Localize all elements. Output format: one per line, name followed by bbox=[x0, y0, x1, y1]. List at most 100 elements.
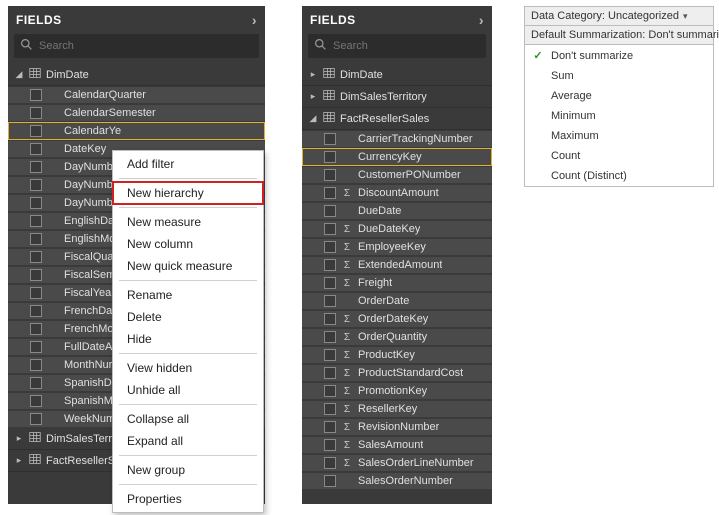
field-checkbox[interactable] bbox=[324, 367, 336, 379]
collapse-triangle-icon[interactable]: ◢ bbox=[308, 113, 318, 124]
field-checkbox[interactable] bbox=[324, 313, 336, 325]
context-menu-item[interactable]: Add filter bbox=[113, 153, 263, 175]
context-menu-item[interactable]: New column bbox=[113, 233, 263, 255]
field-checkbox[interactable] bbox=[324, 457, 336, 469]
context-menu-item[interactable]: New group bbox=[113, 459, 263, 481]
default-summarization-dropdown[interactable]: Default Summarization: Don't summarize ▾ bbox=[524, 26, 714, 45]
summarization-option[interactable]: Average bbox=[525, 86, 713, 106]
field-row[interactable]: ΣFreight bbox=[302, 274, 492, 292]
field-checkbox[interactable] bbox=[324, 385, 336, 397]
field-row[interactable]: CalendarYe bbox=[8, 122, 265, 140]
field-checkbox[interactable] bbox=[324, 205, 336, 217]
field-row[interactable]: ΣSalesOrderLineNumber bbox=[302, 454, 492, 472]
summarization-option[interactable]: Count (Distinct) bbox=[525, 166, 713, 186]
field-row[interactable]: ΣRevisionNumber bbox=[302, 418, 492, 436]
context-menu-item[interactable]: Unhide all bbox=[113, 379, 263, 401]
field-checkbox[interactable] bbox=[30, 179, 42, 191]
field-checkbox[interactable] bbox=[30, 251, 42, 263]
summarization-option[interactable]: Count bbox=[525, 146, 713, 166]
context-menu-item[interactable]: Hide bbox=[113, 328, 263, 350]
field-checkbox[interactable] bbox=[324, 259, 336, 271]
summarization-option[interactable]: ✓Don't summarize bbox=[525, 45, 713, 66]
field-row[interactable]: ΣPromotionKey bbox=[302, 382, 492, 400]
field-row[interactable]: ΣDiscountAmount bbox=[302, 184, 492, 202]
field-checkbox[interactable] bbox=[30, 287, 42, 299]
expand-triangle-icon[interactable]: ▸ bbox=[14, 455, 24, 466]
table-row[interactable]: ▸DimDate bbox=[302, 64, 492, 86]
field-row[interactable]: CalendarQuarter bbox=[8, 86, 265, 104]
field-checkbox[interactable] bbox=[30, 215, 42, 227]
field-checkbox[interactable] bbox=[324, 295, 336, 307]
field-checkbox[interactable] bbox=[324, 349, 336, 361]
field-checkbox[interactable] bbox=[30, 413, 42, 425]
field-checkbox[interactable] bbox=[30, 233, 42, 245]
field-row[interactable]: ΣDueDateKey bbox=[302, 220, 492, 238]
field-checkbox[interactable] bbox=[324, 277, 336, 289]
field-row[interactable]: ΣSalesAmount bbox=[302, 436, 492, 454]
field-row[interactable]: CalendarSemester bbox=[8, 104, 265, 122]
collapse-chevron-icon[interactable]: › bbox=[252, 12, 257, 28]
field-row[interactable]: SalesOrderNumber bbox=[302, 472, 492, 490]
field-checkbox[interactable] bbox=[324, 187, 336, 199]
search-input[interactable] bbox=[39, 40, 253, 52]
field-checkbox[interactable] bbox=[30, 161, 42, 173]
field-row[interactable]: ΣExtendedAmount bbox=[302, 256, 492, 274]
field-checkbox[interactable] bbox=[324, 169, 336, 181]
context-menu-item[interactable]: Rename bbox=[113, 284, 263, 306]
field-row[interactable]: CustomerPONumber bbox=[302, 166, 492, 184]
search-input[interactable] bbox=[333, 40, 480, 52]
field-row[interactable]: DueDate bbox=[302, 202, 492, 220]
field-checkbox[interactable] bbox=[324, 151, 336, 163]
field-row[interactable]: OrderDate bbox=[302, 292, 492, 310]
field-checkbox[interactable] bbox=[30, 305, 42, 317]
context-menu-item[interactable]: Delete bbox=[113, 306, 263, 328]
field-row[interactable]: ΣOrderQuantity bbox=[302, 328, 492, 346]
search-box[interactable] bbox=[14, 34, 259, 58]
field-checkbox[interactable] bbox=[30, 197, 42, 209]
field-row[interactable]: ΣOrderDateKey bbox=[302, 310, 492, 328]
field-checkbox[interactable] bbox=[30, 395, 42, 407]
field-checkbox[interactable] bbox=[30, 269, 42, 281]
expand-triangle-icon[interactable]: ▸ bbox=[308, 69, 318, 80]
context-menu-item[interactable]: Properties bbox=[113, 488, 263, 510]
field-checkbox[interactable] bbox=[324, 133, 336, 145]
expand-triangle-icon[interactable]: ▸ bbox=[14, 433, 24, 444]
collapse-chevron-icon[interactable]: › bbox=[479, 12, 484, 28]
field-checkbox[interactable] bbox=[324, 421, 336, 433]
field-checkbox[interactable] bbox=[324, 439, 336, 451]
panel-header[interactable]: FIELDS › bbox=[8, 6, 265, 34]
field-row[interactable]: ΣProductKey bbox=[302, 346, 492, 364]
context-menu-item[interactable]: New quick measure bbox=[113, 255, 263, 277]
field-checkbox[interactable] bbox=[324, 475, 336, 487]
context-menu-item[interactable]: View hidden bbox=[113, 357, 263, 379]
table-row[interactable]: ◢FactResellerSales bbox=[302, 108, 492, 130]
field-row[interactable]: ΣResellerKey bbox=[302, 400, 492, 418]
search-box[interactable] bbox=[308, 34, 486, 58]
summarization-option[interactable]: Maximum bbox=[525, 126, 713, 146]
field-checkbox[interactable] bbox=[30, 89, 42, 101]
data-category-dropdown[interactable]: Data Category: Uncategorized ▾ bbox=[524, 6, 714, 26]
field-checkbox[interactable] bbox=[324, 241, 336, 253]
summarization-option[interactable]: Sum bbox=[525, 66, 713, 86]
field-row[interactable]: ΣProductStandardCost bbox=[302, 364, 492, 382]
expand-triangle-icon[interactable]: ▸ bbox=[308, 91, 318, 102]
table-row[interactable]: ▸DimSalesTerritory bbox=[302, 86, 492, 108]
field-checkbox[interactable] bbox=[324, 223, 336, 235]
table-row[interactable]: ◢DimDate bbox=[8, 64, 265, 86]
context-menu-item[interactable]: Collapse all bbox=[113, 408, 263, 430]
summarization-option[interactable]: Minimum bbox=[525, 106, 713, 126]
field-checkbox[interactable] bbox=[30, 359, 42, 371]
context-menu-item[interactable]: New measure bbox=[113, 211, 263, 233]
context-menu-item[interactable]: Expand all bbox=[113, 430, 263, 452]
field-row[interactable]: CurrencyKey bbox=[302, 148, 492, 166]
field-checkbox[interactable] bbox=[30, 125, 42, 137]
context-menu-item[interactable]: New hierarchy bbox=[113, 182, 263, 204]
field-checkbox[interactable] bbox=[324, 331, 336, 343]
field-checkbox[interactable] bbox=[30, 377, 42, 389]
field-checkbox[interactable] bbox=[30, 341, 42, 353]
field-checkbox[interactable] bbox=[30, 323, 42, 335]
field-checkbox[interactable] bbox=[324, 403, 336, 415]
field-row[interactable]: CarrierTrackingNumber bbox=[302, 130, 492, 148]
collapse-triangle-icon[interactable]: ◢ bbox=[14, 69, 24, 80]
field-checkbox[interactable] bbox=[30, 107, 42, 119]
